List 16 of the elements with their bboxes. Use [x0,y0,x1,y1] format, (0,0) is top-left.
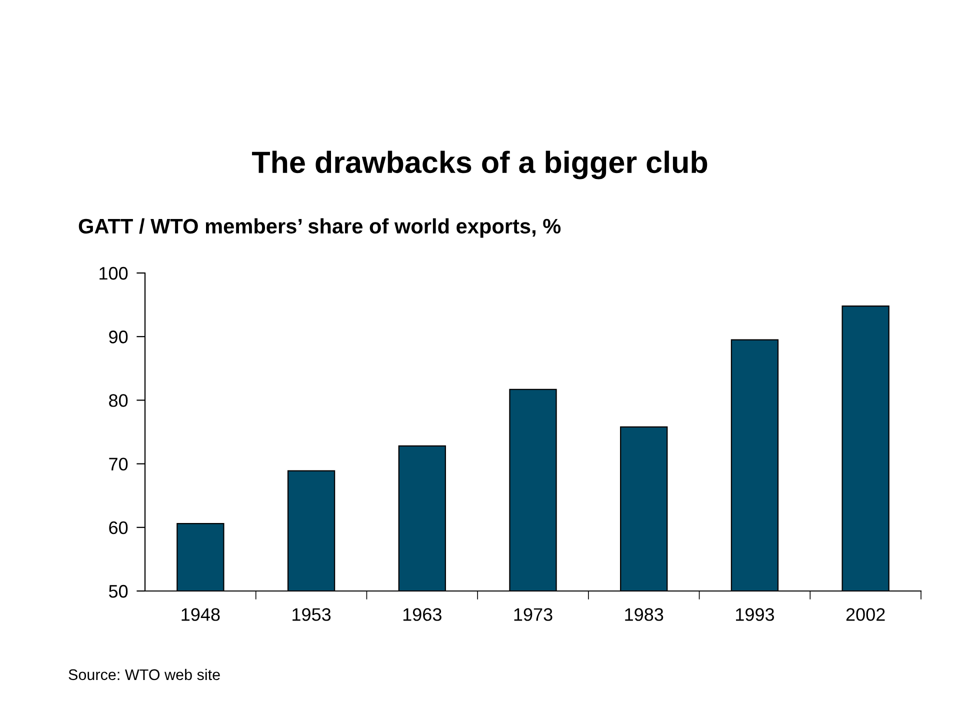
x-tick-label: 2002 [846,608,885,621]
y-tick-label: 70 [109,458,128,471]
x-tick-label: 1963 [403,608,442,621]
x-tick-label: 1983 [625,608,664,621]
x-tick-label: 1973 [514,608,552,621]
y-tick-label: 60 [109,521,128,534]
x-tick-label: 1953 [292,608,331,621]
chart-subtitle: GATT / WTO members’ share of world exports, % [78,218,561,238]
y-tick-label: 90 [109,330,128,344]
y-tick-label: 50 [108,584,128,598]
x-tick-label: 1993 [736,608,774,621]
source-note: Source: WTO web site [68,668,220,680]
x-tick-label: 1948 [182,608,220,621]
y-tick-label: 80 [109,394,128,407]
y-tick-label: 100 [100,266,128,280]
chart-title: The drawbacks of a bigger club [252,150,708,180]
